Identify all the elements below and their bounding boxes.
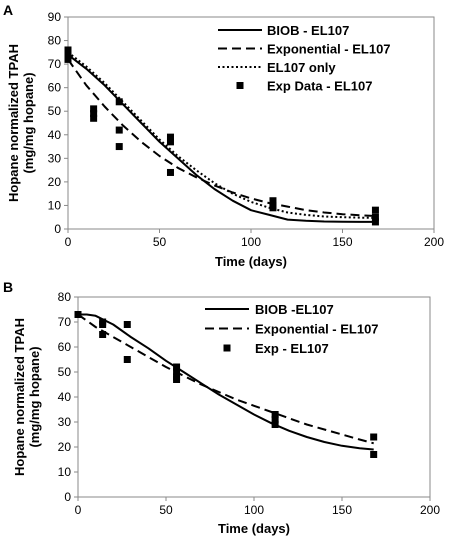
- panel-a-data-point: [371, 218, 379, 226]
- panel-a-y-tick-label: 70: [48, 57, 62, 71]
- panel-a-x-tick-label: 100: [241, 235, 261, 249]
- panel-b-data-point: [123, 321, 131, 328]
- panel-b-y-tick-label: 80: [58, 290, 72, 304]
- panel-a-data-point: [115, 98, 123, 106]
- panel-a-data-point: [166, 168, 174, 176]
- panel-b-y-axis-title: Hopane normalized TPAH(mg/mg hopane): [12, 318, 42, 476]
- panel-b-y-tick-label: 50: [58, 365, 72, 379]
- panel-a-legend-label-exponential-el107: Exponential - EL107: [267, 42, 391, 57]
- panel-b-y-tick-label: 40: [58, 390, 72, 404]
- panel-a-data-point: [115, 126, 123, 134]
- panel-b-x-tick-label: 200: [420, 503, 440, 517]
- panel-a-y-tick-label: 30: [48, 151, 62, 165]
- panel-b-data-point: [173, 363, 181, 371]
- panel-a-x-tick-label: 50: [153, 235, 167, 249]
- panel-a-y-tick-label: 60: [48, 81, 62, 95]
- panel-a-legend-label-exp-data-el107: Exp Data - EL107: [267, 79, 373, 94]
- panel-a-y-tick-label: 0: [54, 222, 61, 236]
- panel-b-x-tick-label: 50: [159, 503, 173, 517]
- panel-a-y-tick-label: 90: [48, 10, 62, 24]
- panel-b-legend-label-exp-el107: Exp - EL107: [255, 341, 329, 356]
- panel-a-data-point: [90, 114, 98, 122]
- panel-a-legend-swatch-exp-data-el107: [236, 82, 244, 89]
- panel-b-data-point: [370, 451, 378, 458]
- panel-a-data-point: [166, 133, 174, 141]
- panel-b-data-point: [370, 433, 378, 441]
- panel-a-data-point: [371, 213, 379, 221]
- panel-a-y-tick-label: 50: [48, 104, 62, 118]
- panel-b-series-exponential-el107-line: [77, 313, 374, 445]
- panel-a-data-point: [64, 55, 72, 63]
- panel-a-x-tick-label: 150: [332, 235, 352, 249]
- panel-b-letter: B: [3, 279, 13, 295]
- panel-a-y-tick-label: 40: [48, 128, 62, 142]
- panel-a-data-point: [64, 51, 72, 59]
- panel-b-x-axis-title: Time (days): [218, 521, 290, 536]
- panel-b-data-point: [123, 356, 131, 363]
- panel-b-data-point: [271, 416, 279, 423]
- panel-a-series-exponential-el107-line: [67, 58, 376, 217]
- panel-b-data-point: [173, 368, 181, 376]
- chart-panel-b: B 0 10 20 30 40 50 60 70 80 0 50 100 150 200 Time (days…: [3, 279, 440, 536]
- panel-b-data-point: [271, 421, 279, 428]
- panel-b-legend-label-biob-el107: BIOB -EL107: [255, 302, 334, 317]
- panel-a-data-point: [269, 197, 277, 205]
- panel-a-y-axis-title: Hopane normalized TPAH(mg/mg hopane): [6, 44, 36, 202]
- panel-a-series-el107-only-line: [67, 51, 376, 219]
- panel-b-data-point: [271, 411, 279, 418]
- panel-a-legend-label-biob-el107: BIOB - EL107: [267, 23, 349, 38]
- panel-a-x-axis-title: Time (days): [215, 254, 287, 269]
- panel-a-data-point: [64, 46, 72, 54]
- panel-b-x-tick-label: 0: [75, 503, 82, 517]
- panel-b-data-point: [99, 321, 107, 328]
- panel-b-y-tick-label: 70: [58, 315, 72, 329]
- panel-b-y-tick-label: 60: [58, 340, 72, 354]
- panel-b-x-tick-label: 100: [244, 503, 264, 517]
- panel-a-data-point: [115, 143, 123, 151]
- panel-a-data-point: [269, 204, 277, 212]
- panel-a-y-tick-label: 80: [48, 34, 62, 48]
- panel-b-data-point: [173, 376, 181, 383]
- panel-b-legend-label-exponential-el107: Exponential - EL107: [255, 322, 379, 337]
- panel-a-data-point: [90, 110, 98, 118]
- panel-a-letter: A: [3, 2, 13, 18]
- panel-a-data-point: [90, 105, 98, 113]
- panel-b-y-tick-label: 0: [64, 490, 71, 504]
- chart-panel-a: A 0 10 20 30 40 50 60 70 80 90 0 50 100 150 200 Time (da…: [3, 2, 444, 269]
- panel-a-y-tick-label: 20: [48, 175, 62, 189]
- panel-b-y-tick-label: 20: [58, 440, 72, 454]
- panel-a-y-tick-label: 10: [48, 198, 62, 212]
- panel-a-legend-label-el107-only: EL107 only: [267, 60, 336, 75]
- panel-a-x-tick-label: 200: [424, 235, 444, 249]
- panel-b-series-biob-el107-line: [78, 313, 374, 451]
- panel-b-data-point: [99, 331, 107, 338]
- panel-b-legend-swatch-exp-el107: [223, 344, 231, 352]
- panel-a-data-point: [166, 138, 174, 146]
- panel-a-data-point: [371, 206, 379, 214]
- panel-b-data-point: [74, 311, 82, 318]
- panel-b-y-tick-label: 30: [58, 415, 72, 429]
- panel-a-x-tick-label: 0: [65, 235, 72, 249]
- panel-b-x-tick-label: 150: [332, 503, 352, 517]
- panel-b-y-tick-label: 10: [58, 465, 72, 479]
